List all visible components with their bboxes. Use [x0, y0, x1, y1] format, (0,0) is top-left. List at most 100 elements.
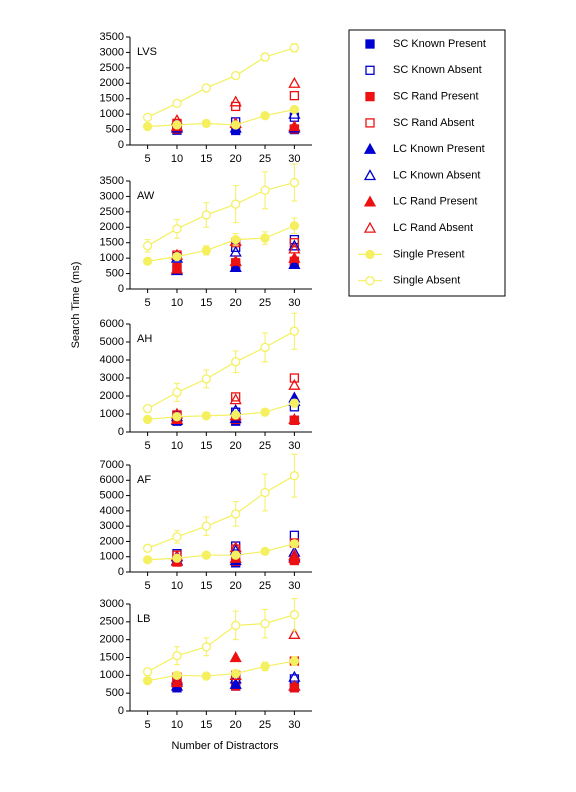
series-line	[147, 402, 295, 420]
y-tick-label: 3000	[100, 190, 124, 202]
marker	[288, 627, 301, 639]
marker	[260, 618, 270, 629]
marker	[260, 52, 270, 62]
marker	[289, 539, 300, 549]
series-line	[147, 330, 295, 410]
panel-title: AF	[137, 474, 151, 486]
marker	[142, 543, 153, 553]
y-tick-label: 4000	[100, 354, 124, 366]
x-tick-label: 20	[230, 719, 242, 731]
legend-label: SC Rand Absent	[393, 117, 474, 129]
marker	[172, 98, 182, 108]
y-tick-label: 2000	[100, 221, 124, 233]
y-tick-label: 6000	[100, 318, 124, 330]
marker	[172, 412, 182, 422]
marker	[231, 120, 241, 130]
marker	[289, 398, 300, 408]
marker	[288, 242, 301, 254]
marker	[363, 221, 377, 233]
y-tick-label: 2500	[100, 62, 124, 74]
legend-box	[348, 29, 506, 297]
y-tick-label: 1000	[100, 551, 124, 563]
x-tick-label: 20	[230, 153, 242, 165]
marker	[201, 245, 211, 256]
marker	[363, 195, 377, 207]
y-tick-label: 6000	[100, 474, 124, 486]
marker	[288, 257, 301, 269]
marker	[231, 550, 241, 560]
marker	[288, 679, 301, 691]
x-tick-label: 30	[288, 440, 300, 452]
y-tick-label: 2500	[100, 206, 124, 218]
y-tick-label: 2500	[100, 616, 124, 628]
legend-label: LC Rand Present	[393, 196, 477, 208]
marker	[142, 555, 153, 565]
y-tick-label: 0	[118, 283, 124, 295]
marker	[231, 199, 241, 209]
y-tick-label: 3500	[100, 31, 124, 43]
x-tick-label: 15	[200, 440, 212, 452]
y-tick-label: 0	[118, 426, 124, 438]
marker	[201, 210, 211, 220]
marker	[288, 251, 301, 263]
marker	[201, 374, 211, 384]
panel-title: AW	[137, 190, 155, 202]
legend-label: Single Present	[393, 248, 465, 260]
y-tick-label: 3000	[100, 46, 124, 58]
axes	[129, 604, 312, 712]
marker	[289, 43, 300, 53]
marker	[142, 256, 153, 266]
x-tick-label: 15	[200, 153, 212, 165]
legend-label: LC Rand Absent	[393, 222, 473, 234]
y-tick-label: 5000	[100, 489, 124, 501]
marker	[201, 118, 211, 129]
marker	[231, 70, 241, 81]
axes	[129, 37, 312, 146]
y-tick-label: 3500	[100, 175, 124, 187]
series-line	[147, 614, 295, 673]
marker	[365, 118, 375, 128]
marker	[172, 553, 182, 563]
x-tick-label: 5	[145, 153, 151, 165]
legend-label: SC Known Present	[393, 38, 486, 50]
marker	[289, 177, 300, 188]
x-tick-label: 25	[259, 153, 271, 165]
y-tick-label: 500	[106, 687, 124, 699]
y-tick-label: 0	[118, 705, 124, 717]
marker	[260, 661, 270, 672]
marker	[201, 83, 211, 93]
marker	[172, 120, 182, 130]
marker	[231, 668, 241, 679]
y-tick-label: 3000	[100, 520, 124, 532]
marker	[229, 261, 242, 273]
marker	[142, 112, 153, 122]
marker	[260, 546, 270, 557]
marker	[365, 39, 375, 49]
x-tick-label: 5	[145, 297, 151, 309]
x-tick-label: 25	[259, 580, 271, 592]
marker	[229, 677, 242, 689]
marker	[288, 551, 301, 563]
marker	[289, 656, 300, 666]
x-axis-label: Number of Distractors	[172, 740, 279, 752]
marker	[142, 403, 153, 414]
panel-title: LB	[137, 613, 150, 625]
x-tick-label: 30	[288, 719, 300, 731]
marker	[142, 414, 153, 425]
marker	[289, 221, 300, 231]
marker	[289, 610, 300, 620]
y-tick-label: 1500	[100, 651, 124, 663]
x-tick-label: 20	[230, 580, 242, 592]
marker	[288, 120, 301, 132]
marker	[365, 91, 375, 102]
marker	[229, 254, 242, 266]
marker	[289, 104, 300, 115]
marker	[231, 410, 241, 420]
marker	[260, 342, 270, 353]
marker	[172, 224, 182, 234]
marker	[288, 548, 301, 560]
marker	[201, 642, 211, 652]
legend-label: SC Rand Present	[393, 91, 479, 103]
marker	[288, 239, 301, 251]
y-axis-label: Search Time (ms)	[70, 262, 82, 349]
